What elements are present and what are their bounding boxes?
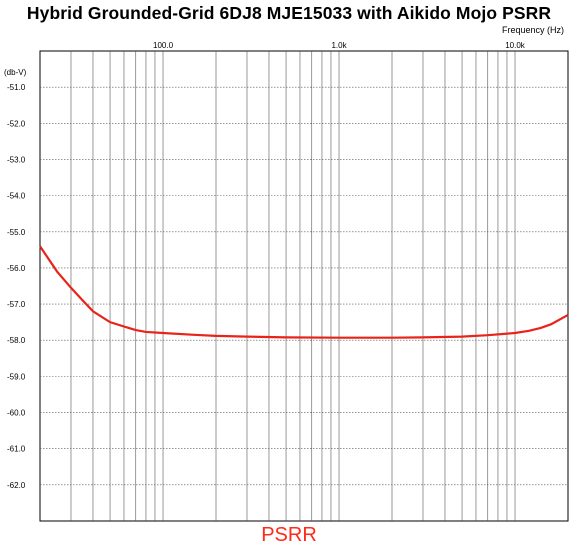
- x-axis-label: Frequency (Hz): [501, 25, 564, 35]
- y-tick-label: -62.0: [7, 481, 26, 490]
- y-tick-label: -57.0: [7, 300, 26, 309]
- y-tick-label: -51.0: [7, 83, 26, 92]
- chart-title: Hybrid Grounded-Grid 6DJ8 MJE15033 with …: [26, 3, 552, 23]
- y-tick-label: -59.0: [7, 372, 26, 381]
- grid-lines: [40, 51, 568, 521]
- y-tick-label: -52.0: [7, 119, 26, 128]
- series-line-psrr: [39, 245, 569, 339]
- x-tick-label: 1.0k: [331, 41, 347, 50]
- y-tick-label: -55.0: [7, 228, 26, 237]
- y-axis-label: (db-V): [4, 68, 27, 77]
- y-tick-label: -58.0: [7, 336, 26, 345]
- y-tick-label: -56.0: [7, 264, 26, 273]
- series-label: PSRR: [261, 524, 317, 546]
- y-tick-label: -61.0: [7, 445, 26, 454]
- x-tick-label: 100.0: [153, 41, 174, 50]
- y-tick-label: -60.0: [7, 409, 26, 418]
- x-tick-label: 10.0k: [505, 41, 526, 50]
- plot-area: [39, 50, 569, 522]
- y-tick-label: -54.0: [7, 192, 26, 201]
- y-tick-label: -53.0: [7, 155, 26, 164]
- x-tick-labels: 100.0 1.0k 10.0k: [153, 41, 526, 50]
- y-tick-labels: -51.0 -52.0 -53.0 -54.0 -55.0 -56.0 -57.0 -58.0…: [7, 83, 26, 490]
